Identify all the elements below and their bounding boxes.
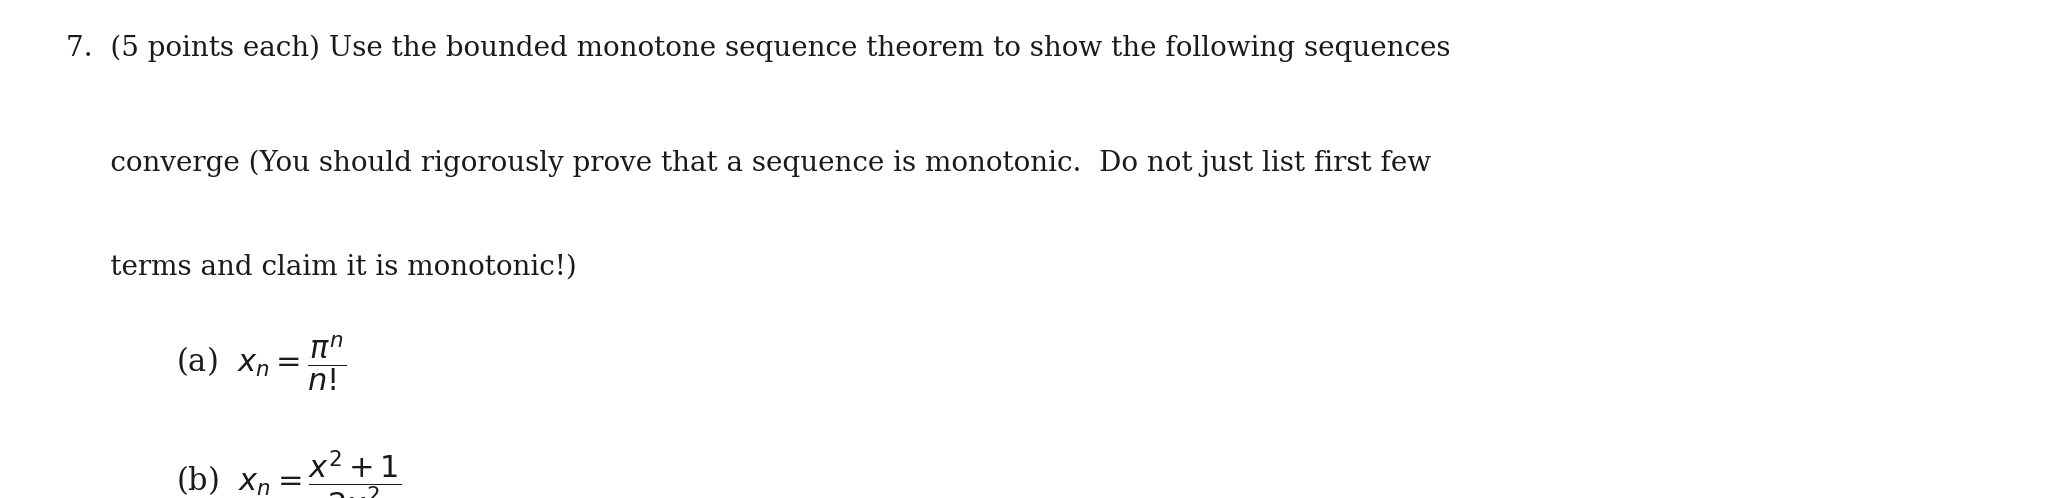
- Text: terms and claim it is monotonic!): terms and claim it is monotonic!): [66, 254, 578, 281]
- Text: (a)  $x_n = \dfrac{\pi^n}{n!}$: (a) $x_n = \dfrac{\pi^n}{n!}$: [176, 334, 346, 393]
- Text: converge (You should rigorously prove that a sequence is monotonic.  Do not just: converge (You should rigorously prove th…: [66, 149, 1432, 177]
- Text: 7.  (5 points each) Use the bounded monotone sequence theorem to show the follow: 7. (5 points each) Use the bounded monot…: [66, 35, 1450, 62]
- Text: (b)  $x_n = \dfrac{x^2 + 1}{2x^2}$: (b) $x_n = \dfrac{x^2 + 1}{2x^2}$: [176, 448, 402, 498]
